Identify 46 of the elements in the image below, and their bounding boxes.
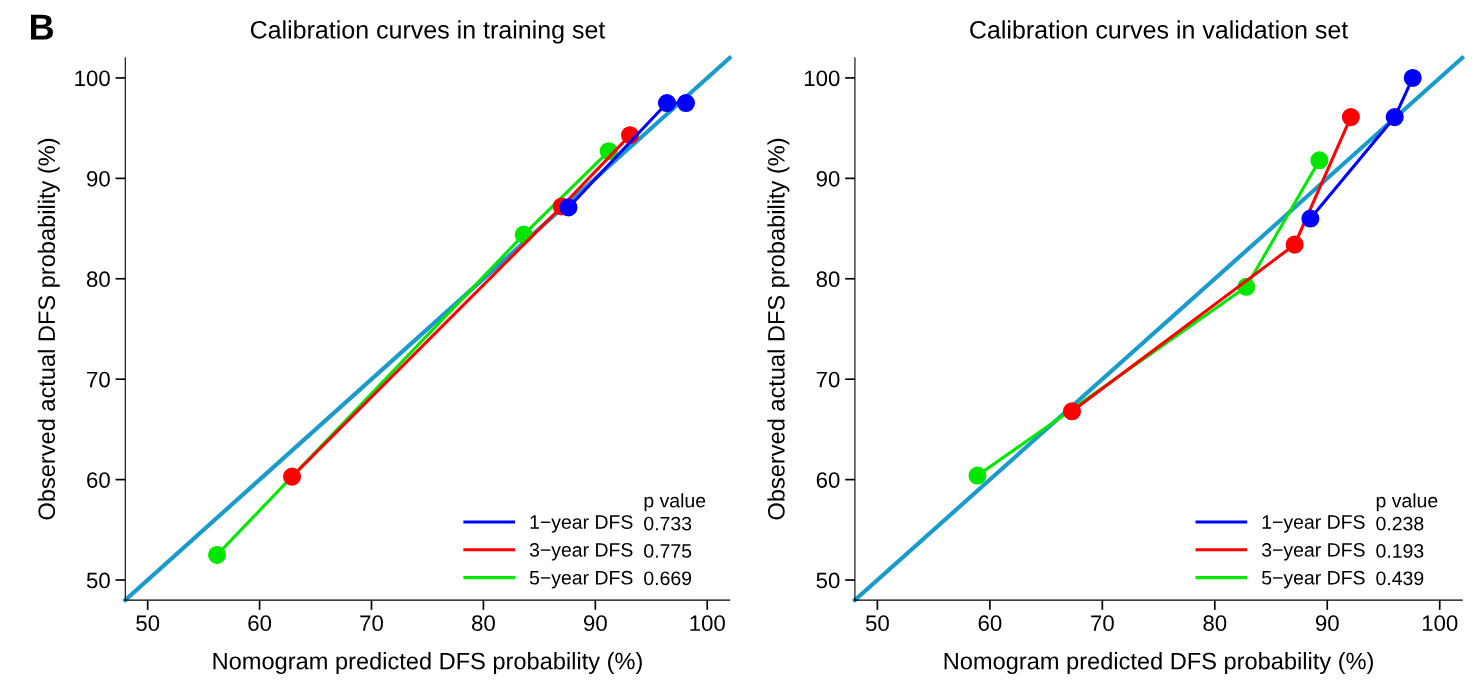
chart-title: Calibration curves in training set <box>250 20 606 44</box>
x-tick-label: 90 <box>1315 615 1339 632</box>
y-tick-label: 60 <box>87 472 110 488</box>
y-tick-label: 80 <box>86 271 110 288</box>
point <box>1385 108 1404 127</box>
x-tick-label: 80 <box>472 615 495 632</box>
y-tick-label: 80 <box>816 271 840 288</box>
y-tick-label: 100 <box>75 70 110 87</box>
x-tick-label: 70 <box>360 615 383 632</box>
y-tick-label: 70 <box>87 371 110 388</box>
x-tick-label: 60 <box>978 615 1002 632</box>
x-tick-label: 100 <box>1422 615 1458 632</box>
y-tick-label: 50 <box>816 572 840 589</box>
x-tick-label: 70 <box>1091 615 1114 632</box>
y-axis-title: Observed actual DFS probability (%) <box>767 138 790 520</box>
legend-title: p value <box>1376 493 1438 512</box>
point <box>1310 151 1329 170</box>
point <box>1403 68 1422 87</box>
annotation: 0.238 <box>1376 516 1424 531</box>
chart-title: Calibration curves in validation set <box>970 20 1349 39</box>
x-tick-label: 60 <box>248 615 272 632</box>
x-axis-title: Nomogram predicted DFS probability (%) <box>944 652 1373 675</box>
y-tick-label: 60 <box>816 472 840 488</box>
x-tick-label: 80 <box>1203 615 1227 632</box>
annotation: 0.193 <box>1376 544 1424 558</box>
y-tick-label: 90 <box>87 170 110 187</box>
x-tick-label: 50 <box>136 615 160 632</box>
x-axis-title: Nomogram predicted DFS probability (%) <box>213 652 642 675</box>
point <box>1341 108 1360 127</box>
legend-label: 3−year DFS <box>1261 542 1365 561</box>
y-axis-title: Observed actual DFS probability (%) <box>37 138 60 520</box>
y-tick-label: 100 <box>804 70 840 87</box>
annotation: 0.439 <box>1376 571 1424 586</box>
point <box>1062 402 1081 421</box>
x-tick-label: 50 <box>865 615 889 632</box>
point <box>1301 209 1320 228</box>
legend-label: 1−year DFS <box>1262 515 1365 533</box>
y-tick-label: 50 <box>86 572 110 589</box>
point <box>968 466 987 485</box>
point <box>1285 235 1304 254</box>
x-tick-label: 100 <box>690 615 725 632</box>
x-tick-label: 90 <box>584 615 607 632</box>
legend-label: 5−year DFS <box>1262 570 1365 589</box>
y-tick-label: 70 <box>816 371 840 388</box>
y-tick-label: 90 <box>816 170 840 187</box>
text: B <box>31 14 54 40</box>
